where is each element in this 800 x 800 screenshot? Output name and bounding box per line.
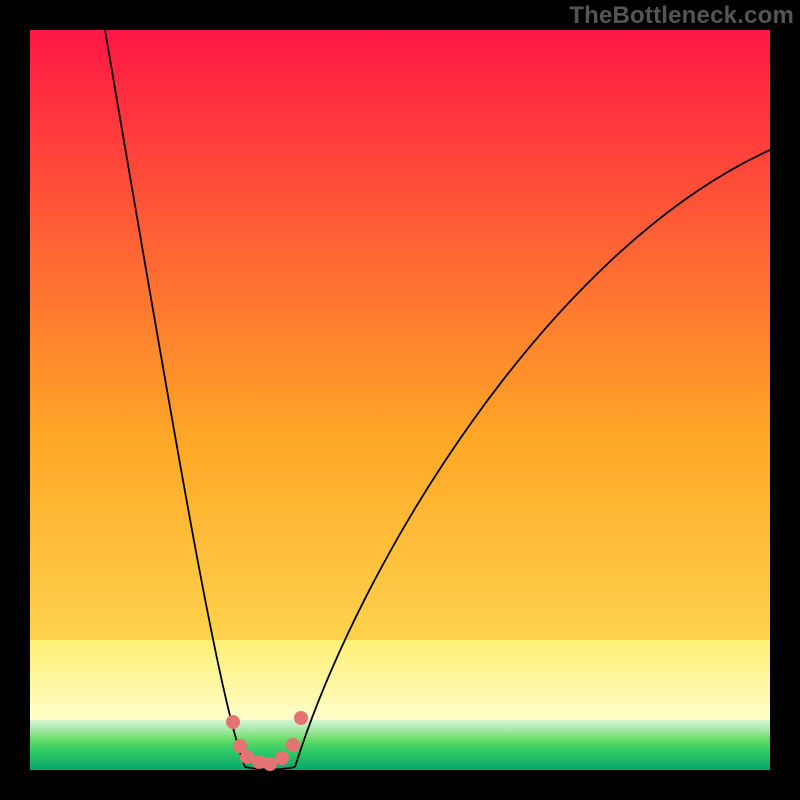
green-band [30,720,770,770]
chart-container: TheBottleneck.com [0,0,800,800]
marker-point [275,751,289,765]
marker-point [294,711,308,725]
attribution-label: TheBottleneck.com [569,2,794,30]
marker-point [226,715,240,729]
marker-point [240,750,254,764]
marker-point [263,757,277,771]
yellow-band [30,640,770,720]
marker-point [286,738,300,752]
bottleneck-chart [0,0,800,800]
